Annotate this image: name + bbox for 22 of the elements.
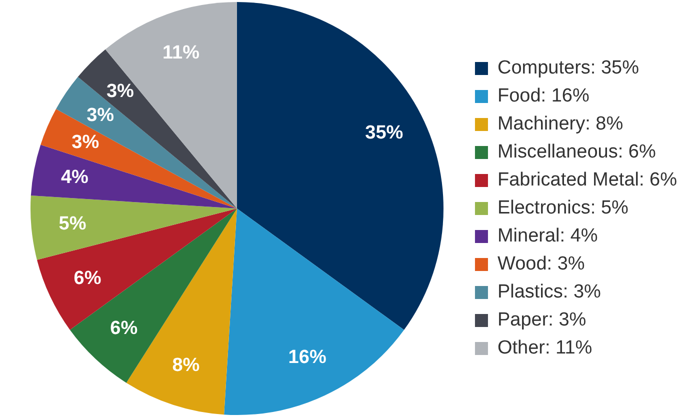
data-label: 6% bbox=[74, 268, 102, 290]
legend-label: Wood: 3% bbox=[497, 254, 585, 275]
data-label: 3% bbox=[72, 132, 100, 154]
data-label: 3% bbox=[106, 80, 134, 102]
legend-label: Machinery: 8% bbox=[497, 114, 624, 135]
data-label: 6% bbox=[110, 318, 138, 340]
data-label: 35% bbox=[365, 122, 404, 144]
legend-label: Paper: 3% bbox=[497, 310, 586, 331]
legend-label: Mineral: 4% bbox=[497, 226, 598, 247]
legend-label: Other: 11% bbox=[497, 338, 592, 359]
legend-label: Miscellaneous: 6% bbox=[497, 142, 656, 163]
legend-label: Electronics: 5% bbox=[497, 198, 629, 219]
data-label: 3% bbox=[86, 104, 114, 126]
legend-label: Plastics: 3% bbox=[497, 282, 602, 303]
data-label: 5% bbox=[58, 213, 86, 234]
data-label: 11% bbox=[162, 42, 200, 64]
legend-label: Food: 16% bbox=[497, 86, 590, 107]
data-label: 8% bbox=[172, 354, 200, 376]
data-label: 4% bbox=[60, 166, 89, 188]
legend-label: Fabricated Metal: 6% bbox=[497, 170, 678, 191]
data-label: 16% bbox=[288, 347, 326, 368]
legend-label: Computers: 35% bbox=[497, 58, 640, 79]
